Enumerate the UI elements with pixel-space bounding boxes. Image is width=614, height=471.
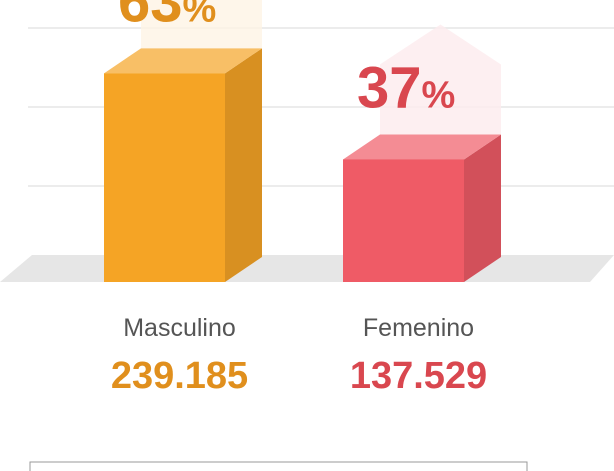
- bar: [343, 159, 464, 282]
- panel-border: [29, 461, 528, 471]
- value-label-unit: %: [183, 0, 217, 30]
- label-backdrop: [141, 0, 262, 49]
- bar-top: [343, 134, 501, 160]
- bar-side: [225, 48, 262, 282]
- total-label: 137.529: [350, 355, 487, 397]
- bar: [104, 73, 225, 282]
- x-tick-label: Masculino: [123, 314, 236, 342]
- bar-side: [464, 134, 501, 282]
- label-backdrop: [380, 24, 501, 135]
- value-label: 63%: [118, 0, 216, 34]
- x-tick-label: Femenino: [363, 314, 474, 342]
- value-label-unit: %: [422, 74, 456, 116]
- floor: [0, 255, 614, 282]
- total-label: 239.185: [111, 355, 248, 397]
- bar-top: [104, 48, 262, 74]
